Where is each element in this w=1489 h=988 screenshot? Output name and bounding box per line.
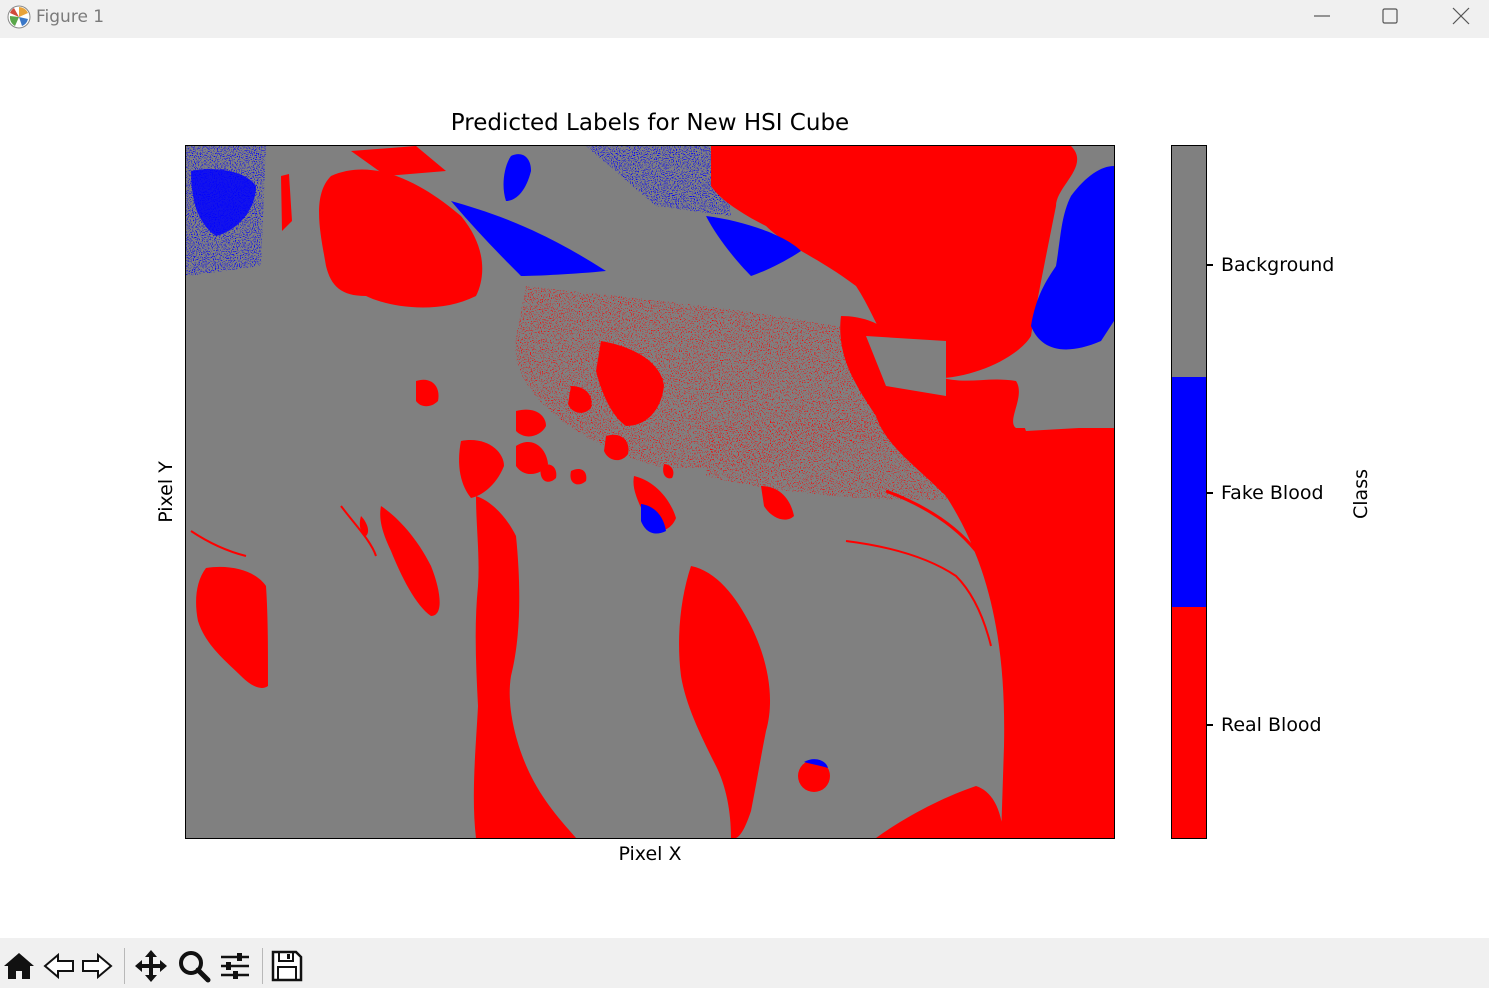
navigation-toolbar <box>0 938 1489 988</box>
forward-button[interactable] <box>79 948 115 984</box>
colorbar-segment-fake-blood <box>1172 377 1206 607</box>
matplotlib-icon <box>6 4 32 30</box>
home-icon <box>4 953 34 979</box>
colorbar <box>1171 145 1207 839</box>
window-titlebar: Figure 1 <box>0 0 1489 38</box>
minimize-icon <box>1314 15 1330 17</box>
close-button[interactable] <box>1431 0 1489 32</box>
label-map-axes[interactable] <box>185 145 1115 839</box>
colorbar-title: Class <box>1350 469 1372 519</box>
forward-icon <box>82 952 113 980</box>
x-axis-label: Pixel X <box>618 843 682 865</box>
label-map-image <box>186 146 1114 838</box>
back-button[interactable] <box>41 948 77 984</box>
pan-icon <box>135 950 167 982</box>
colorbar-tick-background <box>1207 264 1213 266</box>
configure-subplots-icon <box>221 953 249 979</box>
colorbar-segment-background <box>1172 146 1206 377</box>
maximize-button[interactable] <box>1360 0 1420 32</box>
close-icon <box>1452 7 1470 25</box>
maximize-icon <box>1382 8 1398 24</box>
save-button[interactable] <box>269 948 305 984</box>
toolbar-separator <box>262 948 263 984</box>
y-axis-label: Pixel Y <box>155 461 177 523</box>
colorbar-label-real-blood: Real Blood <box>1221 714 1322 736</box>
toolbar-separator <box>124 948 125 984</box>
back-icon <box>43 952 74 980</box>
minimize-button[interactable] <box>1292 0 1352 32</box>
window-title: Figure 1 <box>36 7 105 27</box>
chart-title: Predicted Labels for New HSI Cube <box>450 110 850 136</box>
colorbar-label-fake-blood: Fake Blood <box>1221 482 1324 504</box>
colorbar-label-background: Background <box>1221 254 1335 276</box>
pan-button[interactable] <box>133 948 169 984</box>
colorbar-segment-real-blood <box>1172 607 1206 838</box>
zoom-button[interactable] <box>176 948 212 984</box>
zoom-icon <box>179 951 211 983</box>
configure-subplots-button[interactable] <box>217 948 253 984</box>
save-icon <box>271 950 303 982</box>
colorbar-tick-real-blood <box>1207 724 1213 726</box>
colorbar-tick-fake-blood <box>1207 492 1213 494</box>
home-button[interactable] <box>1 948 37 984</box>
